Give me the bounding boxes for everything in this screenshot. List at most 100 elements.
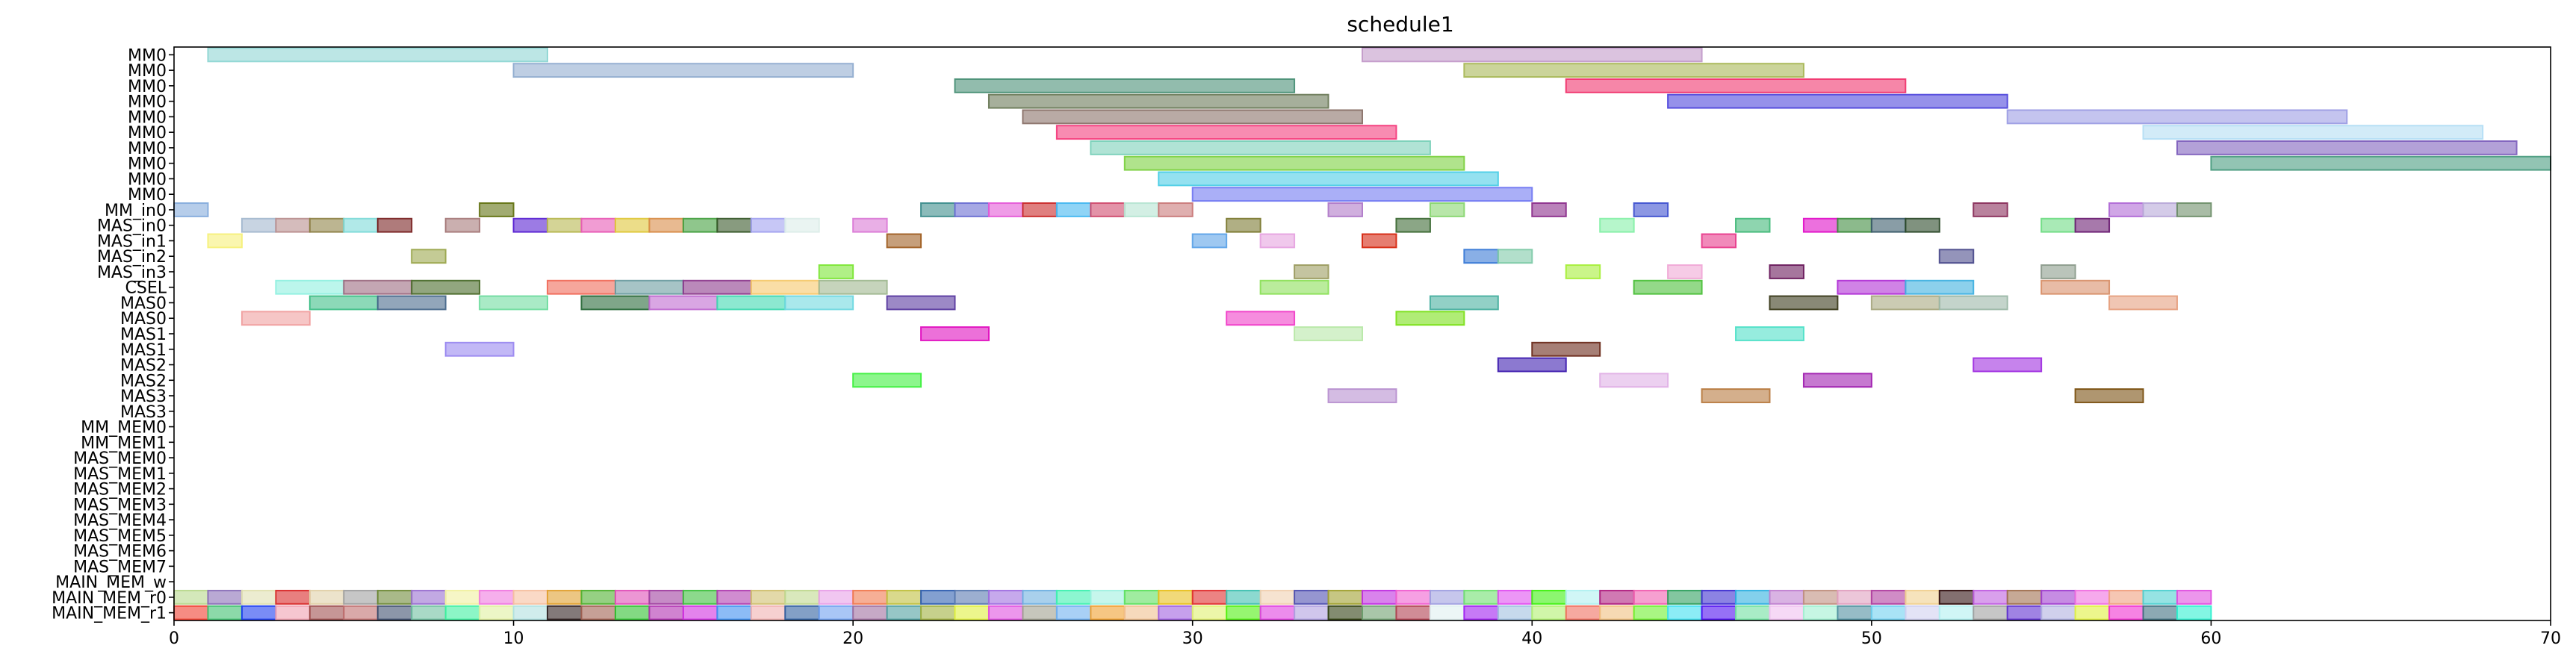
chart-title: schedule1 bbox=[1347, 12, 1453, 37]
task-bar bbox=[1701, 233, 1737, 249]
y-tick-label: MAS_in0 bbox=[97, 217, 167, 236]
task-bar bbox=[580, 217, 616, 233]
task-bar bbox=[1463, 249, 1499, 264]
task-bar bbox=[479, 605, 515, 620]
task-bar bbox=[2040, 605, 2076, 620]
task-bar bbox=[444, 589, 481, 605]
task-bar bbox=[411, 279, 481, 295]
y-tick-label: MM0 bbox=[128, 78, 167, 96]
y-tick-label: MAS_in2 bbox=[97, 248, 167, 267]
task-bar bbox=[173, 202, 209, 217]
task-bar bbox=[1362, 605, 1397, 620]
task-bar bbox=[2108, 202, 2144, 217]
task-bar bbox=[1259, 233, 1296, 249]
task-bar bbox=[207, 605, 243, 620]
task-bar bbox=[1327, 388, 1397, 403]
task-bar bbox=[1802, 605, 1839, 620]
task-bar bbox=[1429, 589, 1465, 605]
task-bar bbox=[682, 589, 719, 605]
task-bar bbox=[682, 279, 752, 295]
task-bar bbox=[1633, 605, 1669, 620]
task-bars bbox=[173, 47, 2551, 620]
task-bar bbox=[614, 217, 651, 233]
task-bar bbox=[1938, 589, 1975, 605]
task-bar bbox=[343, 605, 379, 620]
task-bar bbox=[1497, 589, 1533, 605]
task-bar bbox=[512, 589, 549, 605]
task-bar bbox=[1226, 217, 1261, 233]
task-bar bbox=[1259, 589, 1296, 605]
task-bar bbox=[886, 233, 922, 249]
task-bar bbox=[1395, 311, 1465, 326]
task-bar bbox=[818, 605, 854, 620]
task-bar bbox=[343, 217, 379, 233]
task-bar bbox=[1226, 605, 1261, 620]
task-bar bbox=[547, 589, 583, 605]
task-bar bbox=[1905, 217, 1940, 233]
task-bar bbox=[2006, 589, 2043, 605]
task-bar bbox=[784, 589, 820, 605]
task-bar bbox=[716, 295, 786, 311]
task-bar bbox=[818, 264, 854, 279]
task-bar bbox=[173, 589, 209, 605]
task-bar bbox=[1701, 589, 1737, 605]
task-bar bbox=[512, 605, 549, 620]
task-bar bbox=[343, 589, 379, 605]
task-bar bbox=[1395, 589, 1431, 605]
task-bar bbox=[512, 217, 549, 233]
task-bar bbox=[954, 605, 990, 620]
task-bar bbox=[886, 295, 956, 311]
task-bar bbox=[1769, 264, 1804, 279]
task-bar bbox=[920, 202, 956, 217]
y-tick-label: MAS_MEM6 bbox=[73, 543, 167, 561]
y-tick-label: MAS3 bbox=[120, 388, 167, 406]
task-bar bbox=[1191, 233, 1228, 249]
task-bar bbox=[1938, 295, 2008, 311]
y-tick-label: MM0 bbox=[128, 93, 167, 112]
task-bar bbox=[2176, 589, 2212, 605]
task-bar bbox=[1055, 202, 1092, 217]
task-bar bbox=[1055, 589, 1092, 605]
task-bar bbox=[275, 589, 311, 605]
task-bar bbox=[648, 605, 684, 620]
y-tick-label: MAS1 bbox=[120, 326, 167, 344]
task-bar bbox=[716, 589, 752, 605]
y-tick-label: MM0 bbox=[128, 186, 167, 205]
task-bar bbox=[2074, 589, 2111, 605]
task-bar bbox=[1395, 605, 1431, 620]
task-bar bbox=[308, 295, 379, 311]
task-bar bbox=[1633, 589, 1669, 605]
task-bar bbox=[1667, 93, 2008, 109]
task-bar bbox=[1735, 326, 1804, 341]
task-bar bbox=[2074, 388, 2144, 403]
task-bar bbox=[2074, 217, 2111, 233]
task-bar bbox=[1802, 217, 1839, 233]
y-tick-label: MAS_MEM4 bbox=[73, 511, 167, 530]
task-bar bbox=[716, 605, 752, 620]
task-bar bbox=[614, 589, 651, 605]
task-bar bbox=[1123, 605, 1160, 620]
task-bar bbox=[1463, 589, 1499, 605]
task-bar bbox=[1294, 605, 1329, 620]
task-bar bbox=[240, 605, 277, 620]
task-bar bbox=[1531, 589, 1567, 605]
y-tick-label: MAIN_MEM_r1 bbox=[52, 605, 167, 623]
task-bar bbox=[1022, 109, 1364, 125]
task-bar bbox=[444, 605, 481, 620]
y-axis: MM0MM0MM0MM0MM0MM0MM0MM0MM0MM0MM_in0MAS_… bbox=[52, 46, 174, 623]
task-bar bbox=[580, 589, 616, 605]
task-bar bbox=[1802, 589, 1839, 605]
task-bar bbox=[750, 279, 820, 295]
task-bar bbox=[1870, 589, 1907, 605]
y-tick-label: MAS_MEM1 bbox=[73, 465, 167, 484]
task-bar bbox=[648, 217, 684, 233]
task-bar bbox=[275, 605, 311, 620]
task-bar bbox=[411, 249, 447, 264]
task-bar bbox=[308, 217, 345, 233]
task-bar bbox=[547, 217, 583, 233]
task-bar bbox=[1226, 311, 1296, 326]
task-bar bbox=[920, 589, 956, 605]
task-bar bbox=[1769, 295, 1839, 311]
task-bar bbox=[1973, 357, 2043, 373]
